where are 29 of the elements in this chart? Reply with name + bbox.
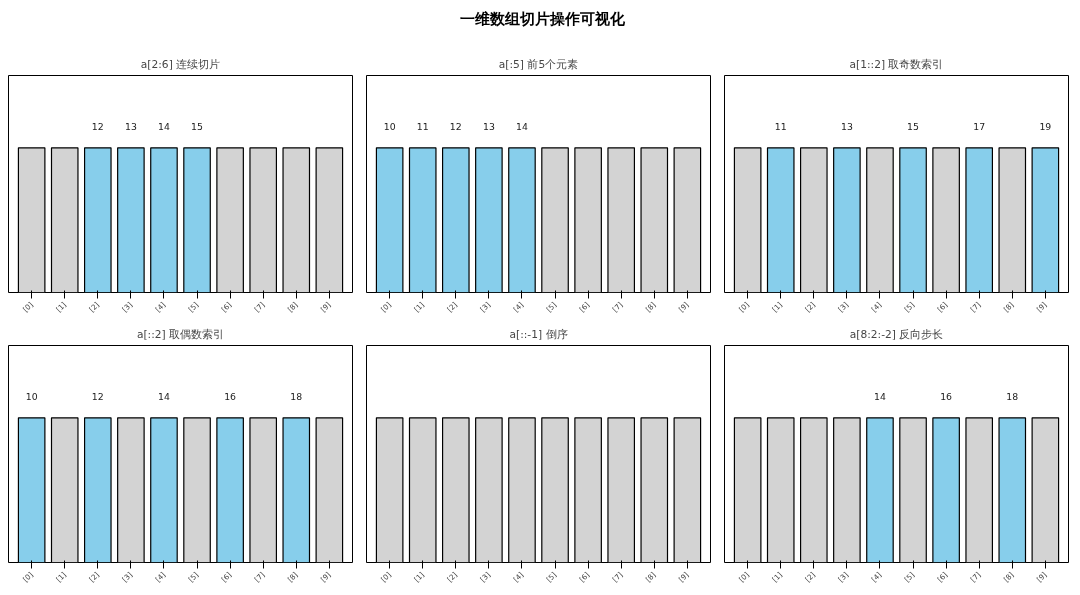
annotation: 13 bbox=[482, 120, 495, 132]
annotation: 14 bbox=[158, 120, 170, 132]
annotation: 12 bbox=[91, 120, 104, 132]
chart-title: a[:5] 前5个元素 bbox=[498, 57, 579, 71]
annotation: 15 bbox=[907, 120, 920, 132]
annotation: 14 bbox=[516, 120, 528, 132]
annotation: 19 bbox=[1039, 120, 1052, 132]
chart-title: a[::-1] 倒序 bbox=[509, 327, 568, 341]
annotation: 14 bbox=[874, 390, 886, 402]
annotation: 14 bbox=[158, 390, 170, 402]
annotation: 12 bbox=[91, 390, 104, 402]
annotation: 18 bbox=[290, 390, 303, 402]
chart-title: a[8:2:-2] 反向步长 bbox=[849, 327, 944, 341]
annotation: 12 bbox=[449, 120, 462, 132]
chart-title: a[::2] 取偶数索引 bbox=[136, 327, 225, 341]
annotation: 16 bbox=[224, 390, 237, 402]
annotation: 13 bbox=[124, 120, 137, 132]
annotation: 11 bbox=[774, 120, 787, 132]
annotation: 17 bbox=[973, 120, 986, 132]
chart-title: a[2:6] 连续切片 bbox=[140, 57, 221, 71]
annotation: 10 bbox=[25, 390, 38, 402]
text: 一维数组切片操作可视化 bbox=[459, 9, 625, 30]
annotation: 16 bbox=[940, 390, 953, 402]
annotation: 18 bbox=[1006, 390, 1019, 402]
annotation: 15 bbox=[191, 120, 204, 132]
annotation: 13 bbox=[840, 120, 853, 132]
chart-title: a[1::2] 取奇数索引 bbox=[849, 57, 944, 71]
annotation: 10 bbox=[383, 120, 396, 132]
annotation: 11 bbox=[416, 120, 429, 132]
